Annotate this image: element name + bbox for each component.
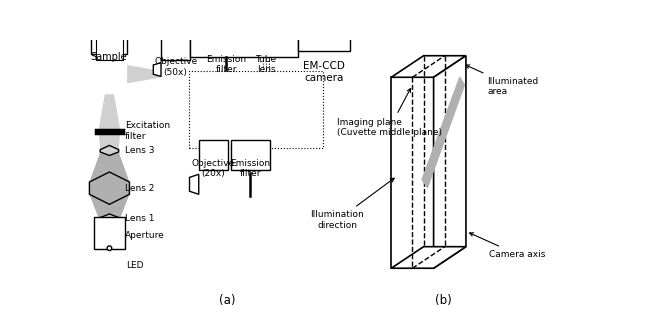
Polygon shape: [107, 236, 112, 246]
Polygon shape: [98, 214, 120, 224]
Bar: [94, 217, 125, 249]
Text: Aperture: Aperture: [125, 230, 164, 240]
Polygon shape: [89, 172, 130, 204]
Text: Emission
filter: Emission filter: [230, 159, 271, 178]
Text: Lens 3: Lens 3: [125, 146, 154, 155]
Bar: [161, 33, 190, 59]
Text: Sample: Sample: [90, 52, 128, 62]
Text: Lens 1: Lens 1: [125, 214, 154, 223]
Text: Imaging plane
(Cuvette middle plane): Imaging plane (Cuvette middle plane): [337, 88, 442, 137]
Polygon shape: [391, 247, 466, 268]
Text: Objective
(50x): Objective (50x): [154, 57, 198, 77]
Text: LED: LED: [126, 261, 144, 270]
Polygon shape: [422, 77, 464, 187]
Text: Illumination
direction: Illumination direction: [311, 178, 394, 230]
Bar: [91, 14, 127, 54]
Text: Lens 2: Lens 2: [125, 184, 154, 193]
Bar: [189, 71, 323, 148]
Bar: [231, 140, 269, 170]
Polygon shape: [391, 56, 466, 77]
Bar: [298, 9, 350, 51]
Polygon shape: [100, 145, 118, 156]
Bar: [199, 140, 228, 170]
Polygon shape: [96, 220, 123, 235]
Text: (a): (a): [219, 294, 235, 307]
Text: EM-CCD
camera: EM-CCD camera: [303, 61, 345, 83]
Polygon shape: [391, 77, 434, 268]
Polygon shape: [434, 56, 466, 268]
Text: Emission
filter: Emission filter: [206, 55, 247, 74]
Text: Excitation
filter: Excitation filter: [125, 122, 170, 141]
Polygon shape: [89, 152, 130, 182]
Bar: [190, 29, 298, 57]
Polygon shape: [190, 174, 199, 194]
Bar: [96, 33, 122, 60]
Text: Objective
(20x): Objective (20x): [192, 159, 235, 178]
Polygon shape: [98, 133, 120, 150]
Polygon shape: [89, 194, 130, 218]
Text: Illuminated
area: Illuminated area: [465, 65, 539, 96]
Polygon shape: [127, 65, 161, 83]
Polygon shape: [154, 62, 161, 77]
Text: Tube
lens: Tube lens: [255, 55, 277, 74]
Polygon shape: [98, 94, 120, 130]
Circle shape: [107, 246, 112, 251]
Text: (b): (b): [435, 294, 452, 307]
Text: Camera axis: Camera axis: [469, 233, 545, 259]
